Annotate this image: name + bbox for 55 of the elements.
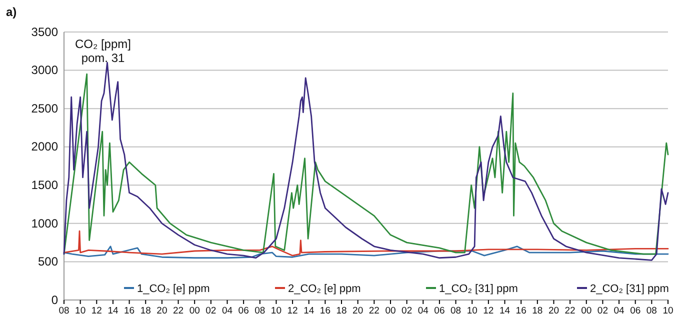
x-tick-label: 08 <box>450 306 462 317</box>
x-tick-label: 14 <box>304 306 314 317</box>
x-tick-label: 12 <box>483 306 494 317</box>
x-tick-label: 06 <box>630 306 641 317</box>
x-tick-label: 20 <box>156 306 168 317</box>
x-tick-label: 06 <box>238 306 249 317</box>
legend-label: 1_CO₂ [31] ppm <box>439 283 518 295</box>
x-tick-label: 12 <box>287 306 298 317</box>
x-tick-label: 16 <box>516 306 526 317</box>
x-tick-label: 08 <box>646 306 657 317</box>
legend-label: 2_CO₂ [e] ppm <box>288 283 361 295</box>
x-tick-label: 02 <box>402 306 412 317</box>
x-tick-label: 16 <box>320 306 330 317</box>
text: pom. 31 <box>81 51 126 65</box>
x-tick-label: 14 <box>108 306 118 317</box>
x-tick-label: 18 <box>336 306 347 317</box>
x-tick-label: 06 <box>434 306 445 317</box>
y-tick-label: 1000 <box>31 216 58 230</box>
x-tick-label: 10 <box>270 306 282 317</box>
x-tick-label: 16 <box>124 306 135 317</box>
x-tick-label: 00 <box>385 306 396 317</box>
legend-label: 1_CO₂ [e] ppm <box>137 283 210 295</box>
y-tick-label: 3000 <box>31 63 58 78</box>
line-series <box>63 230 669 256</box>
x-tick-label: 04 <box>614 306 624 317</box>
x-tick-label: 00 <box>189 306 200 317</box>
x-tick-label: 10 <box>662 306 674 317</box>
x-tick-label: 00 <box>581 306 592 317</box>
text: a) <box>6 5 17 19</box>
x-tick-label: 20 <box>548 306 560 317</box>
x-tick-label: 04 <box>222 306 233 317</box>
x-tick-label: 04 <box>418 306 428 317</box>
legend-label: 2_CO₂ [31] ppm <box>590 283 669 295</box>
x-tick-label: 14 <box>499 306 510 317</box>
x-tick-label: 22 <box>564 306 576 317</box>
x-tick-label: 20 <box>352 306 364 317</box>
x-tick-label: 08 <box>254 306 266 317</box>
y-tick-label: 500 <box>38 254 58 269</box>
line-series <box>63 246 669 259</box>
x-tick-label: 02 <box>206 306 216 317</box>
x-tick-label: 22 <box>368 306 380 317</box>
y-tick-label: 2000 <box>31 140 58 154</box>
x-tick-label: 02 <box>597 306 608 317</box>
y-tick-label: 2500 <box>31 101 58 116</box>
text: CO₂ [ppm] <box>74 37 132 51</box>
x-tick-label: 08 <box>58 306 70 317</box>
y-tick-label: 1500 <box>31 178 58 192</box>
x-tick-label: 22 <box>172 306 184 317</box>
x-tick-label: 18 <box>140 306 151 317</box>
x-tick-label: 12 <box>91 306 102 317</box>
x-tick-label: 10 <box>466 306 478 317</box>
x-tick-label: 10 <box>75 306 86 317</box>
x-tick-label: 18 <box>532 306 543 317</box>
y-tick-label: 0 <box>51 292 58 307</box>
y-tick-label: 3500 <box>31 24 58 39</box>
